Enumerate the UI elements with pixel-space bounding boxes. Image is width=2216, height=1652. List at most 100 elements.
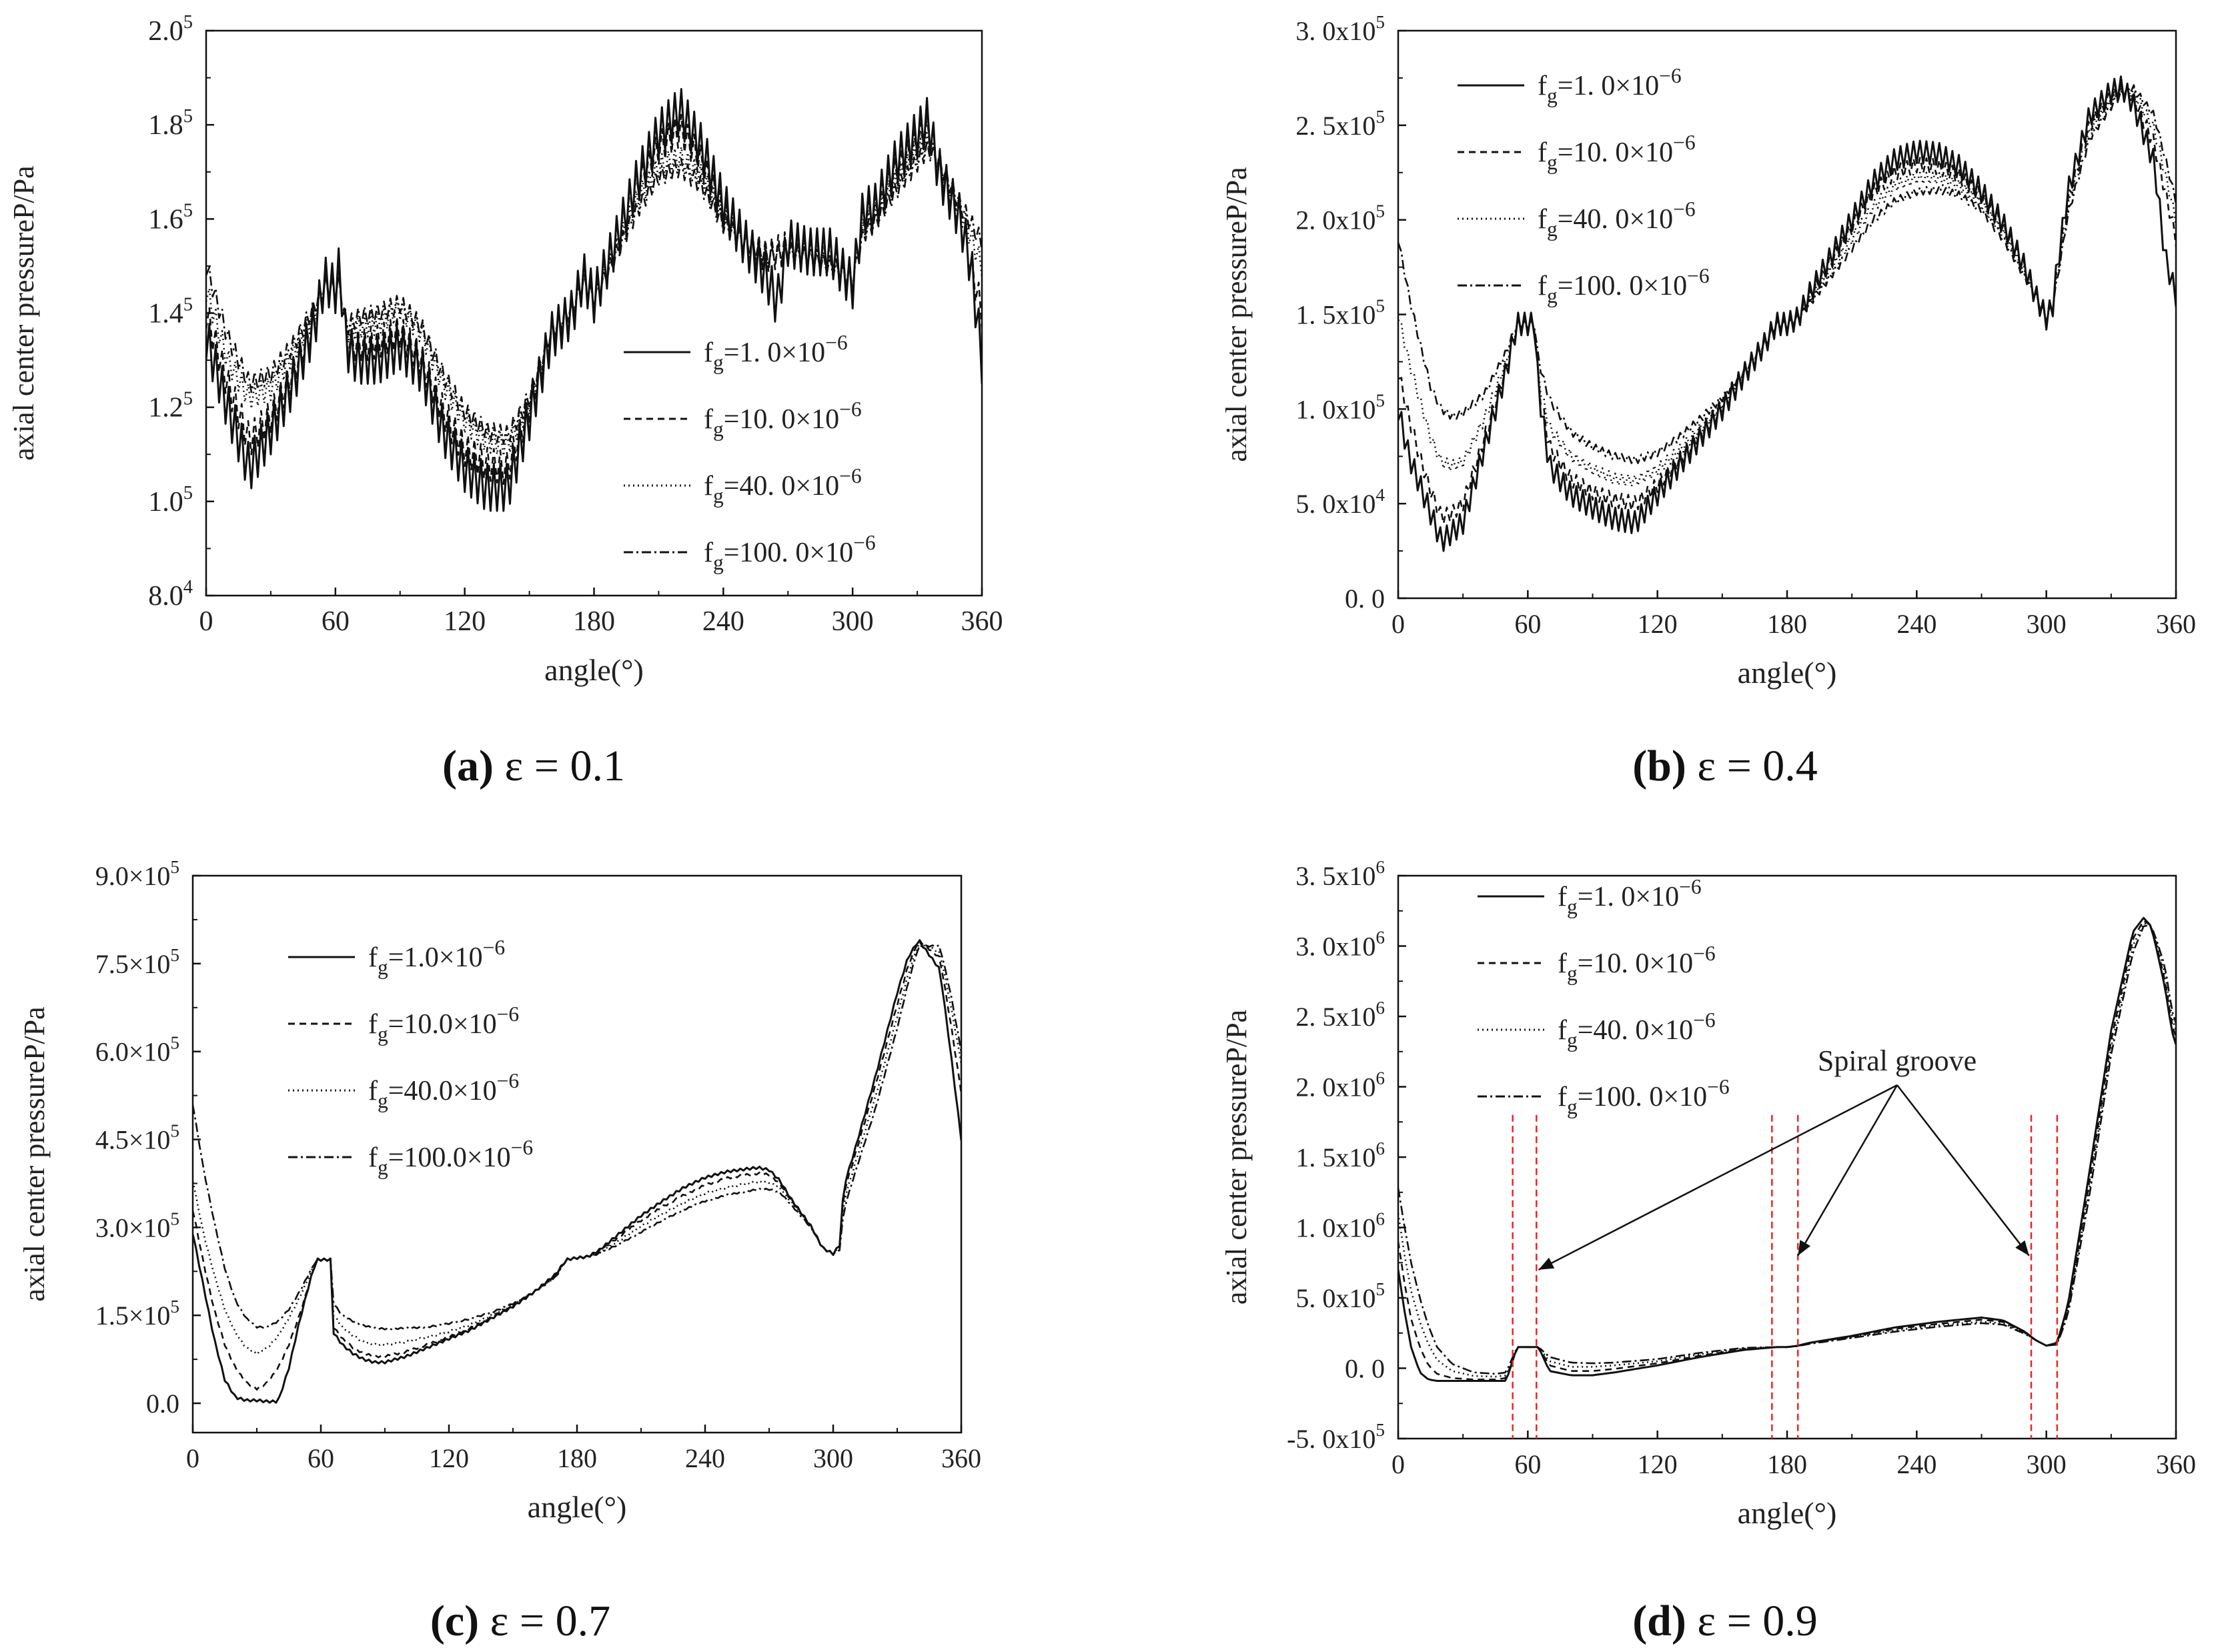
chart-panel-b: 0 60 120 180 240 300 360 0. 0 5. 0x104 1. 0x105 1.… xyxy=(1220,12,2196,790)
x-tick-label: 0 xyxy=(1392,609,1405,639)
panel-caption: (d) ε = 0.9 xyxy=(1632,1597,1818,1645)
x-tick-label: 180 xyxy=(1767,609,1807,639)
series-line-1 xyxy=(206,113,982,486)
y-tick-label: 1.65 xyxy=(148,200,193,235)
legend-entry: fg=10. 0×10−6 xyxy=(704,397,862,441)
x-tick-label: 120 xyxy=(429,1443,469,1473)
legend-entry: fg=100. 0×10−6 xyxy=(1538,264,1710,307)
x-axis-label: angle(°) xyxy=(1738,656,1837,690)
y-tick-label: 1. 5x105 xyxy=(1295,296,1385,330)
legend: fg=1. 0×10−6 fg=10. 0×10−6 fg=40. 0×10−6 fg… xyxy=(1458,64,1710,307)
x-tick-label: 120 xyxy=(1638,609,1678,639)
x-tick-label: 180 xyxy=(1767,1449,1807,1479)
x-tick-label: 240 xyxy=(685,1443,725,1473)
series-line-3 xyxy=(1398,84,2176,464)
x-tick-label: 180 xyxy=(557,1443,597,1473)
y-tick-label: 2. 5x106 xyxy=(1295,998,1385,1032)
annotation-arrowhead xyxy=(1538,1257,1555,1270)
y-tick-label: 1.05 xyxy=(148,483,193,518)
y-tick-label: -5. 0x105 xyxy=(1287,1420,1385,1454)
x-tick-label: 60 xyxy=(322,606,350,637)
y-tick-label: 0. 0 xyxy=(1345,1354,1385,1384)
legend: fg=1.0×10−6 fg=10.0×10−6 fg=40.0×10−6 fg=10… xyxy=(288,936,533,1179)
series-line-0 xyxy=(1398,75,2176,552)
x-tick-label: 300 xyxy=(2027,609,2067,639)
legend-entry: fg=40. 0×10−6 xyxy=(1558,1008,1716,1052)
annotation-arrow xyxy=(1896,1084,2030,1257)
x-axis-label: angle(°) xyxy=(544,653,644,687)
legend-entry: fg=40. 0×10−6 xyxy=(704,464,862,508)
y-tick-label: 1. 0x105 xyxy=(1295,390,1385,424)
y-tick-label: 3. 0x105 xyxy=(1295,12,1385,46)
x-tick-label: 0 xyxy=(186,1443,199,1473)
legend-entry: fg=100. 0×10−6 xyxy=(1558,1075,1730,1118)
x-tick-label: 0 xyxy=(199,606,213,637)
x-tick-label: 360 xyxy=(941,1443,981,1473)
series-line-0 xyxy=(206,88,982,512)
panel-caption: (c) ε = 0.7 xyxy=(430,1597,610,1645)
annotation-arrow xyxy=(1797,1084,1898,1257)
x-tick-label: 0 xyxy=(1392,1449,1405,1479)
annotation-label: Spiral groove xyxy=(1818,1044,1977,1077)
panel-caption: (a) ε = 0.1 xyxy=(442,742,625,790)
y-tick-label: 8.04 xyxy=(148,577,193,612)
y-tick-label: 9.0×105 xyxy=(95,857,179,891)
panel-caption: (b) ε = 0.4 xyxy=(1632,742,1818,790)
x-tick-label: 120 xyxy=(1638,1449,1678,1479)
x-tick-label: 300 xyxy=(813,1443,853,1473)
series-line-1 xyxy=(1398,83,2176,525)
y-tick-label: 1. 0x106 xyxy=(1295,1209,1385,1243)
legend-entry: fg=100. 0×10−6 xyxy=(704,531,876,574)
y-tick-label: 0. 0 xyxy=(1345,584,1385,614)
series-line-2 xyxy=(1398,85,2176,488)
chart-panel-d: 0 60 120 180 240 300 360 -5. 0x105 0. 0 5. 0x105 1… xyxy=(1220,857,2196,1645)
annotation-arrow xyxy=(1538,1084,1898,1271)
legend-entry: fg=10. 0×10−6 xyxy=(1558,942,1716,985)
y-axis-label: axial center pressureP/Pa xyxy=(1220,1010,1253,1305)
legend: fg=1. 0×10−6 fg=10. 0×10−6 fg=40. 0×10−6 fg… xyxy=(624,331,876,574)
legend-entry: fg=1. 0×10−6 xyxy=(1538,64,1682,107)
y-tick-label: 1.45 xyxy=(148,295,193,329)
y-tick-label: 4.5×105 xyxy=(95,1121,179,1155)
legend-entry: fg=40. 0×10−6 xyxy=(1538,197,1696,241)
annotation-arrowhead xyxy=(1798,1240,1811,1256)
x-tick-label: 360 xyxy=(2156,1449,2196,1479)
x-axis-label: angle(°) xyxy=(528,1490,627,1524)
x-tick-label: 240 xyxy=(1896,1449,1936,1479)
y-tick-label: 1. 5x106 xyxy=(1295,1138,1385,1172)
legend-entry: fg=1. 0×10−6 xyxy=(1558,875,1702,918)
chart-panel-c: 0 60 120 180 240 300 360 0.0 1.5×105 3.0×105 4.5×1… xyxy=(18,857,981,1645)
legend-entry: fg=1. 0×10−6 xyxy=(704,331,848,374)
y-tick-label: 3.0×105 xyxy=(95,1208,179,1243)
y-tick-label: 3. 0x106 xyxy=(1295,928,1385,962)
y-tick-label: 5. 0x105 xyxy=(1295,1279,1385,1313)
legend: fg=1. 0×10−6 fg=10. 0×10−6 fg=40. 0×10−6 fg… xyxy=(1478,875,1730,1118)
y-tick-label: 0.0 xyxy=(146,1389,179,1419)
y-tick-label: 1.5×105 xyxy=(95,1297,179,1331)
x-tick-label: 240 xyxy=(1896,609,1936,639)
x-tick-label: 300 xyxy=(2027,1449,2067,1479)
series-line-3 xyxy=(1398,924,2176,1375)
y-tick-label: 2. 0x106 xyxy=(1295,1068,1385,1102)
y-tick-label: 7.5×105 xyxy=(95,945,179,979)
x-tick-label: 240 xyxy=(702,606,744,637)
series-line-3 xyxy=(193,944,961,1331)
y-tick-label: 1.85 xyxy=(148,106,193,141)
annotation-arrowhead xyxy=(2015,1240,2029,1256)
y-tick-label: 3. 5x106 xyxy=(1295,857,1385,891)
x-tick-label: 300 xyxy=(832,606,874,637)
y-axis-label: axial center pressureP/Pa xyxy=(1220,167,1253,462)
legend-entry: fg=10. 0×10−6 xyxy=(1538,131,1696,174)
x-tick-label: 360 xyxy=(961,606,1003,637)
y-tick-label: 6.0×105 xyxy=(95,1033,179,1067)
x-tick-label: 60 xyxy=(308,1443,334,1473)
x-tick-label: 120 xyxy=(444,606,486,637)
y-axis-label: axial center pressureP/Pa xyxy=(7,165,40,460)
legend-entry: fg=1.0×10−6 xyxy=(368,936,505,979)
legend-entry: fg=10.0×10−6 xyxy=(368,1002,519,1046)
legend-entry: fg=40.0×10−6 xyxy=(368,1069,519,1112)
x-tick-label: 180 xyxy=(573,606,615,637)
chart-panel-a: 0 60 120 180 240 300 360 8.04 1.05 1.25 1.45 1.65 1.… xyxy=(7,12,1003,790)
